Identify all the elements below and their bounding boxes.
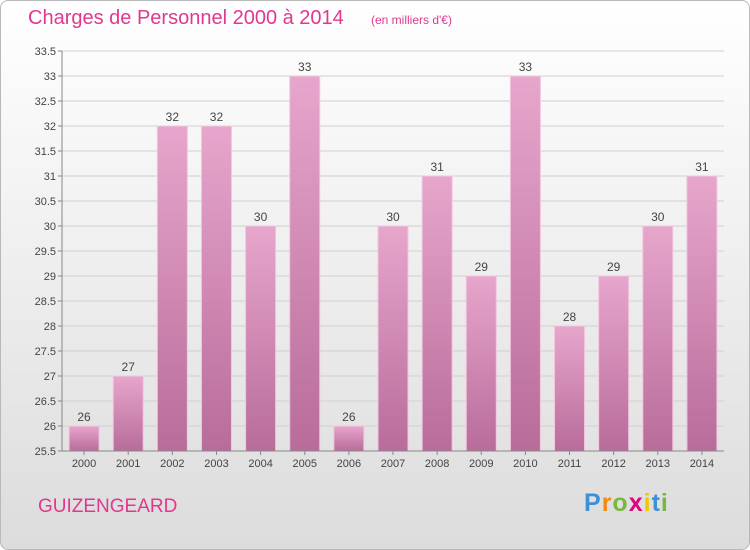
y-tick-label: 27.5 bbox=[35, 346, 56, 358]
x-tick-label: 2014 bbox=[690, 458, 714, 470]
data-label: 29 bbox=[607, 260, 621, 274]
x-tick-label: 2008 bbox=[425, 458, 449, 470]
x-tick-label: 2003 bbox=[204, 458, 228, 470]
bar bbox=[245, 225, 277, 452]
x-tick-label: 2011 bbox=[558, 458, 582, 470]
y-tick-label: 30.5 bbox=[35, 196, 56, 208]
y-tick-label: 29 bbox=[44, 271, 56, 283]
data-label: 26 bbox=[342, 410, 356, 424]
bar bbox=[509, 75, 541, 452]
y-tick-label: 31.5 bbox=[35, 146, 56, 158]
y-tick-label: 28.5 bbox=[35, 296, 56, 308]
x-tick-label: 2010 bbox=[513, 458, 537, 470]
data-label: 30 bbox=[651, 210, 665, 224]
proxiti-logo[interactable]: Proxiti bbox=[584, 489, 669, 517]
x-tick-label: 2001 bbox=[116, 458, 140, 470]
bar bbox=[156, 125, 188, 452]
x-tick-label: 2002 bbox=[160, 458, 184, 470]
bar bbox=[200, 125, 232, 452]
data-label: 31 bbox=[695, 160, 709, 174]
y-tick-label: 32 bbox=[44, 121, 56, 133]
x-tick-label: 2009 bbox=[469, 458, 493, 470]
bar bbox=[598, 275, 630, 452]
chart-subtitle: (en milliers d'€) bbox=[371, 13, 452, 27]
bar bbox=[554, 325, 586, 452]
data-label: 28 bbox=[563, 310, 577, 324]
data-label: 26 bbox=[77, 410, 91, 424]
y-tick-label: 33 bbox=[44, 71, 56, 83]
bar bbox=[68, 425, 100, 452]
commune-name: GUIZENGEARD bbox=[38, 496, 178, 517]
bar bbox=[465, 275, 497, 452]
y-tick-label: 30 bbox=[44, 221, 56, 233]
data-label: 31 bbox=[430, 160, 444, 174]
data-label: 30 bbox=[254, 210, 268, 224]
y-tick-label: 31 bbox=[44, 171, 56, 183]
y-tick-label: 29.5 bbox=[35, 246, 56, 258]
bar bbox=[112, 375, 144, 452]
bar bbox=[421, 175, 453, 452]
y-tick-label: 26.5 bbox=[35, 396, 56, 408]
bar bbox=[289, 75, 321, 452]
y-tick-label: 32.5 bbox=[35, 96, 56, 108]
x-tick-label: 2004 bbox=[248, 458, 272, 470]
y-tick-label: 28 bbox=[44, 321, 56, 333]
data-label: 33 bbox=[519, 60, 533, 74]
y-tick-label: 33.5 bbox=[35, 46, 56, 58]
x-tick-label: 2007 bbox=[381, 458, 405, 470]
x-tick-label: 2005 bbox=[292, 458, 316, 470]
data-label: 32 bbox=[210, 110, 224, 124]
y-tick-label: 27 bbox=[44, 371, 56, 383]
data-label: 29 bbox=[475, 260, 489, 274]
chart-title: Charges de Personnel 2000 à 2014 bbox=[28, 7, 344, 29]
x-tick-label: 2006 bbox=[337, 458, 361, 470]
y-tick-label: 25.5 bbox=[35, 446, 56, 458]
data-label: 33 bbox=[298, 60, 312, 74]
data-label: 32 bbox=[166, 110, 180, 124]
bar bbox=[642, 225, 674, 452]
bar bbox=[333, 425, 365, 452]
data-label: 30 bbox=[386, 210, 400, 224]
x-tick-label: 2012 bbox=[601, 458, 625, 470]
x-tick-label: 2000 bbox=[72, 458, 96, 470]
data-label: 27 bbox=[122, 360, 136, 374]
bar bbox=[377, 225, 409, 452]
bar bbox=[686, 175, 718, 452]
x-tick-label: 2013 bbox=[646, 458, 670, 470]
y-tick-label: 26 bbox=[44, 421, 56, 433]
